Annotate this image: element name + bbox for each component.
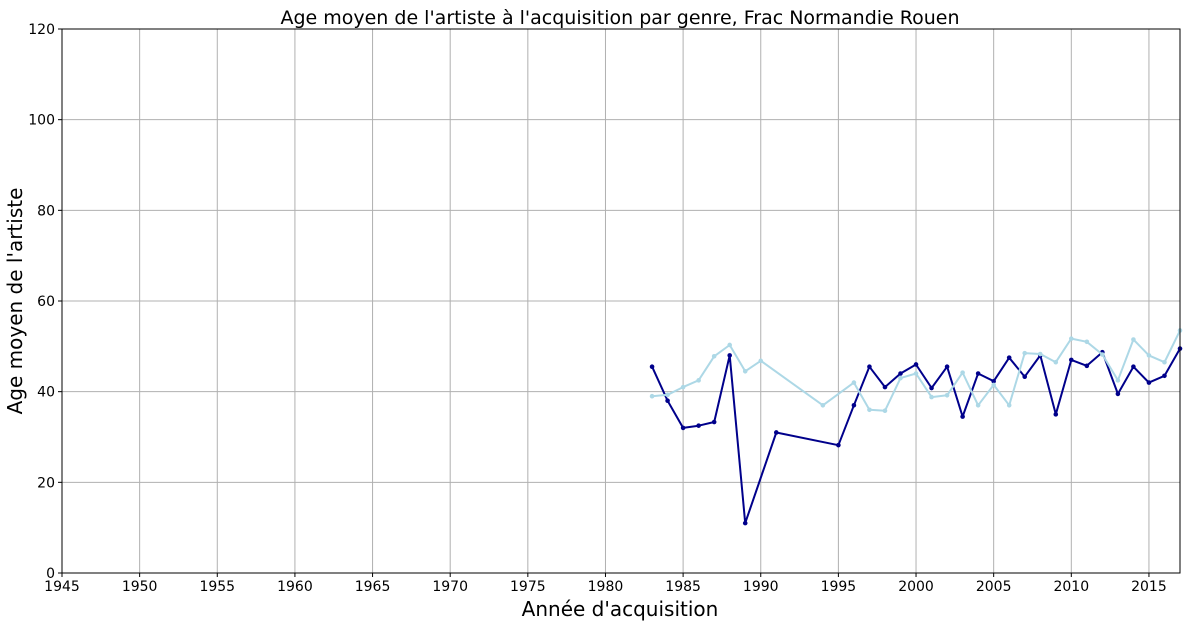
series-2-point: [898, 375, 903, 381]
x-tick-label: 1945: [44, 579, 80, 595]
x-tick-label: 1985: [665, 579, 701, 595]
series-1-point: [680, 425, 686, 431]
series-1-point: [742, 520, 748, 526]
y-tick-label: 0: [46, 566, 55, 582]
series-2-point: [991, 382, 996, 388]
series-1-point: [1053, 412, 1059, 417]
series-2-point: [867, 407, 872, 413]
y-tick-label: 80: [37, 203, 55, 219]
x-tick-label: 1950: [122, 579, 158, 595]
series-2-point: [1131, 337, 1136, 342]
series-1-point: [711, 419, 717, 425]
x-tick-label: 1975: [510, 579, 546, 595]
series-2-point: [1053, 359, 1059, 365]
series-1-point: [727, 353, 732, 358]
series-2-point: [1162, 359, 1167, 365]
series-2-point: [680, 384, 686, 390]
x-tick-label: 1995: [821, 579, 857, 595]
series-1-point: [1162, 373, 1167, 379]
series-2-point: [1006, 402, 1012, 408]
y-axis-label: Age moyen de l'artiste: [3, 188, 27, 415]
series-1-point: [1022, 374, 1028, 380]
series-1-point: [649, 364, 655, 370]
series-2-point: [1022, 350, 1028, 356]
series-2-point: [696, 378, 701, 383]
series-2-point: [1084, 339, 1090, 345]
series-2-point: [1115, 378, 1121, 383]
series-1-point: [867, 364, 872, 370]
x-axis-label: Année d'acquisition: [522, 597, 719, 621]
y-tick-label: 120: [28, 22, 55, 38]
series-1-point: [1115, 391, 1121, 397]
series-2-point: [851, 380, 857, 385]
series-1-point: [898, 371, 903, 376]
y-tick-label: 40: [37, 385, 55, 401]
series-2-point: [944, 392, 950, 398]
series-1-point: [929, 385, 934, 391]
x-tick-label: 2015: [1131, 579, 1167, 595]
series-1-point: [836, 442, 841, 448]
series-2: [649, 328, 1183, 414]
series-1-point: [960, 414, 965, 419]
series-2-point: [913, 371, 919, 376]
series-2-point: [1069, 336, 1074, 341]
series-2-point: [711, 354, 717, 359]
x-tick-label: 1980: [588, 579, 624, 595]
series-2-point: [1037, 351, 1043, 357]
series-1-point: [882, 384, 888, 390]
series-2-point: [975, 402, 981, 408]
series-2-point: [1100, 352, 1105, 357]
x-tick-label: 1990: [743, 579, 779, 595]
y-tick-label: 100: [28, 113, 55, 129]
y-tick-label: 20: [37, 475, 55, 491]
series-1-point: [913, 362, 919, 367]
series-2-point: [820, 402, 826, 408]
series-1-point: [1006, 355, 1012, 360]
series-2-point: [742, 368, 748, 374]
series-1-point: [665, 398, 670, 404]
series-2-point: [727, 342, 732, 348]
x-tick-label: 2005: [976, 579, 1012, 595]
series-1-point: [944, 364, 950, 370]
series-2-point: [882, 408, 888, 414]
series-2-point: [960, 370, 965, 375]
series-1-point: [773, 430, 779, 435]
series-2-point: [758, 358, 764, 364]
series-1-point: [1131, 364, 1136, 370]
series-1-point: [851, 402, 857, 408]
series-2-point: [929, 394, 934, 400]
x-tick-label: 2010: [1053, 579, 1089, 595]
grid: [61, 28, 1180, 574]
y-tick-label: 60: [37, 294, 55, 310]
series-1-point: [975, 371, 981, 376]
x-tick-label: 1955: [199, 579, 235, 595]
ticks: 1945 1950 1955 1960 1965 1970 1975 1980 1985 1990…: [28, 22, 1166, 595]
series-2-point: [665, 392, 670, 398]
plot-area: [649, 328, 1183, 526]
series-1-point: [991, 378, 996, 384]
x-tick-label: 1960: [277, 579, 313, 595]
x-tick-label: 1965: [355, 579, 391, 595]
series-1-point: [1084, 363, 1090, 369]
series-1-point: [1069, 357, 1074, 363]
chart-title: Age moyen de l'artiste à l'acquisition p…: [280, 7, 959, 29]
series-2-point: [649, 393, 655, 399]
x-tick-label: 1970: [432, 579, 468, 595]
x-tick-label: 2000: [898, 579, 934, 595]
series-1-point: [1146, 380, 1152, 385]
series-1-point: [696, 423, 701, 428]
series-2-point: [1146, 353, 1152, 358]
